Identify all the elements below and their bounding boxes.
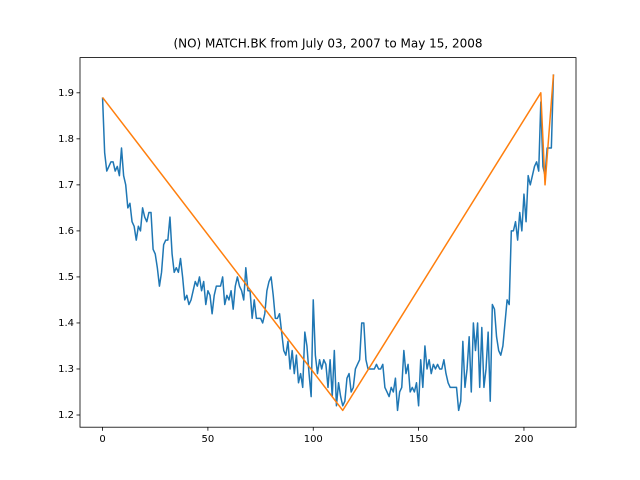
chart-title: (NO) MATCH.BK from July 03, 2007 to May … — [173, 37, 482, 51]
y-tick-label: 1.2 — [58, 410, 74, 421]
y-tick-label: 1.4 — [58, 318, 74, 329]
y-tick-label: 1.5 — [58, 272, 74, 283]
line-series — [101, 74, 555, 412]
axes-frame — [79, 57, 577, 428]
x-tick-label: 150 — [409, 434, 428, 445]
x-tick-label: 50 — [202, 434, 215, 445]
y-tick-label: 1.9 — [58, 88, 74, 99]
x-tick-label: 200 — [514, 434, 533, 445]
y-tick-label: 1.3 — [58, 364, 74, 375]
x-tick-label: 0 — [99, 434, 105, 445]
line-series — [101, 74, 555, 412]
y-tick-label: 1.6 — [58, 226, 74, 237]
y-tick-label: 1.7 — [58, 180, 74, 191]
x-tick-label: 100 — [304, 434, 323, 445]
y-tick-label: 1.8 — [58, 134, 74, 145]
